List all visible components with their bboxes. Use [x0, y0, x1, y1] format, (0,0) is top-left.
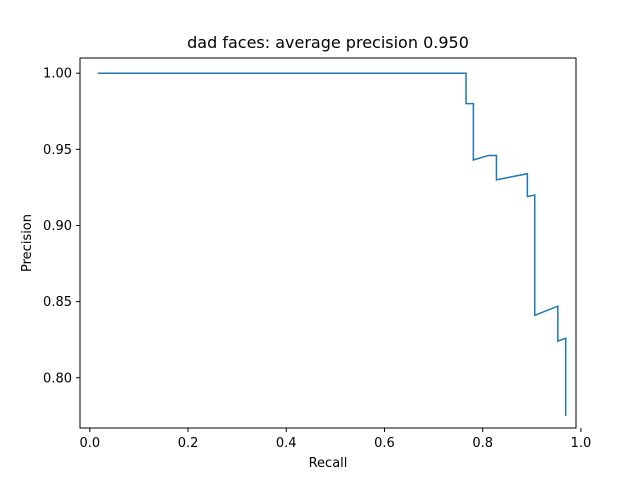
y-axis-label: Precision [20, 214, 35, 272]
x-tick-label-4: 0.8 [472, 436, 493, 451]
series-line-0 [97, 72, 567, 416]
x-tick-label-3: 0.6 [374, 436, 395, 451]
x-tick-label-1: 0.2 [178, 436, 199, 451]
x-tick-label-2: 0.4 [276, 436, 297, 451]
y-tick-label-1: 0.85 [43, 295, 72, 310]
x-axis-label: Recall [309, 456, 348, 471]
y-tick-label-4: 1.00 [43, 67, 72, 82]
y-tick-label-3: 0.95 [43, 143, 72, 158]
chart-title: dad faces: average precision 0.950 [187, 33, 469, 52]
plot-area: 0.0 0.2 0.4 0.6 0.8 1.0 0.80 0.85 0.90 0.95 1.00 [43, 57, 591, 451]
y-axis-ticks: 0.80 0.85 0.90 0.95 1.00 [43, 67, 80, 386]
y-tick-label-0: 0.80 [43, 371, 72, 386]
y-tick-label-2: 0.90 [43, 219, 72, 234]
series-layer [97, 72, 567, 416]
x-tick-label-5: 1.0 [571, 436, 592, 451]
plot-frame [79, 57, 577, 429]
x-tick-label-0: 0.0 [79, 436, 100, 451]
x-axis-ticks: 0.0 0.2 0.4 0.6 0.8 1.0 [79, 428, 591, 451]
